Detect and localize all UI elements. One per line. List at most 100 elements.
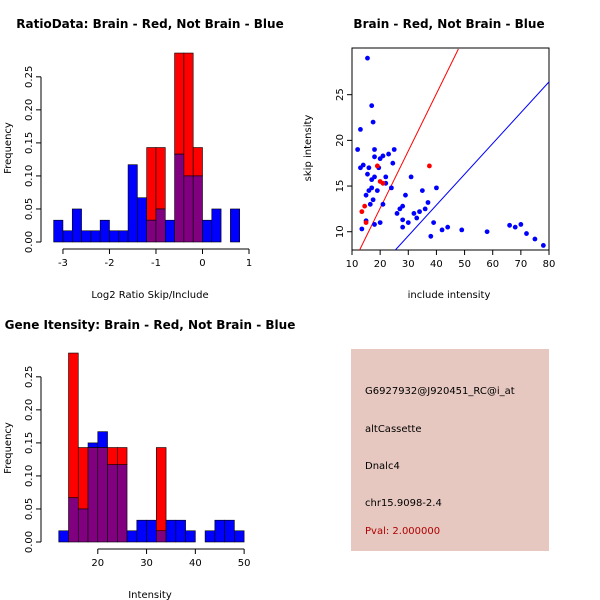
scatter-point-not-brain — [366, 165, 372, 171]
scatter-point-brain — [359, 209, 365, 215]
intensity-hist-bar-overlap — [107, 464, 118, 543]
ratio-hist-bar-not-brain — [81, 230, 92, 243]
ratio-hist-bar-overlap — [192, 175, 203, 243]
intensity-hist-bar-not-brain — [126, 530, 138, 543]
intensity-hist-bar-not-brain — [175, 519, 186, 543]
scatter-point-not-brain — [422, 206, 428, 212]
scatter-point-not-brain — [370, 119, 376, 125]
gene-name: Dnalc4 — [365, 461, 400, 472]
intensity-hist-bar-not-brain — [87, 442, 99, 448]
scatter-point-brain — [374, 163, 380, 169]
intensity-hist-bar-overlap — [77, 508, 89, 543]
ratio-hist-bar-not-brain — [137, 197, 147, 243]
intensity-hist-y-tick-label: 0.25 — [24, 366, 35, 388]
scatter-point-not-brain — [405, 220, 411, 225]
scatter-point-not-brain — [540, 243, 546, 248]
ratio-hist-bar-not-brain — [109, 230, 120, 243]
ratio-histogram-panel: RatioData: Brain - Red, Not Brain - Blue… — [3, 17, 284, 301]
scatter-fit-line-not-brain — [394, 81, 550, 251]
scatter-point-not-brain — [417, 209, 422, 215]
intensity-hist-x-tick-label: 20 — [91, 558, 104, 569]
scatter-fit-line-brain — [359, 48, 459, 251]
scatter-point-not-brain — [403, 192, 408, 198]
genomic-location: chr15.9098-2.4 — [365, 498, 442, 509]
ratio-hist-y-tick-label: 0.05 — [24, 198, 35, 220]
intensity-histogram-plot: 20 30 40 50 0.00 0.05 0.10 0.15 0.20 0.25 — [24, 352, 250, 569]
scatter-x-tick-label: 60 — [486, 259, 499, 270]
ratio-hist-bar-overlap — [155, 208, 166, 243]
scatter-point-not-brain — [374, 188, 380, 194]
ratio-hist-bar-not-brain — [62, 230, 73, 243]
intensity-hist-bar-not-brain — [136, 519, 147, 543]
intensity-histogram-title: Gene Itensity: Brain - Red, Not Brain - … — [5, 318, 296, 332]
ratio-hist-bar-not-brain — [71, 208, 82, 243]
ratio-hist-bar-brain — [183, 52, 194, 177]
intensity-hist-y-tick-label: 0.10 — [24, 465, 35, 487]
scatter-point-not-brain — [370, 197, 376, 203]
scatter-x-tick-label: 80 — [543, 259, 556, 270]
intensity-hist-bar-brain — [68, 352, 79, 499]
intensity-histogram-panel: Gene Itensity: Brain - Red, Not Brain - … — [3, 318, 295, 600]
scatter-point-not-brain — [358, 126, 363, 132]
scatter-point-not-brain — [391, 147, 397, 152]
scatter-point-not-brain — [524, 231, 529, 236]
scatter-point-not-brain — [367, 201, 373, 207]
intensity-hist-bar-not-brain — [146, 519, 157, 543]
scatter-point-not-brain — [383, 174, 389, 180]
intensity-hist-y-tick-label: 0.20 — [24, 399, 35, 421]
ratio-hist-x-tick-label: -2 — [104, 258, 114, 269]
scatter-point-not-brain — [484, 229, 490, 235]
scatter-point-not-brain — [411, 211, 417, 216]
ratio-histogram-xlabel: Log2 Ratio Skip/Include — [91, 290, 208, 301]
scatter-y-tick-label: 15 — [335, 180, 346, 193]
intensity-hist-bar-not-brain — [224, 519, 235, 543]
ratio-hist-y-tick-label: 0.15 — [24, 132, 35, 154]
ratio-hist-y-tick-label: 0.25 — [24, 66, 35, 88]
scatter-point-not-brain — [390, 160, 396, 166]
intensity-hist-bar-overlap — [68, 497, 79, 543]
scatter-panel: Brain - Red, Not Brain - Blue include in… — [303, 17, 555, 301]
ratio-hist-x-tick-label: 0 — [199, 258, 205, 269]
ratio-hist-bar-not-brain — [53, 219, 64, 243]
scatter-point-brain — [362, 203, 368, 209]
scatter-y-tick-label: 10 — [335, 225, 346, 238]
scatter-point-not-brain — [428, 233, 434, 239]
intensity-hist-x-tick-label: 30 — [140, 558, 153, 569]
scatter-point-not-brain — [372, 174, 377, 180]
scatter-point-not-brain — [532, 236, 538, 242]
scatter-x-tick-label: 30 — [402, 259, 415, 270]
scatter-point-not-brain — [359, 226, 365, 232]
scatter-point-not-brain — [355, 147, 361, 152]
intensity-hist-bar-not-brain — [214, 519, 225, 543]
intensity-histogram-xlabel: Intensity — [128, 590, 172, 600]
scatter-point-not-brain — [518, 222, 524, 227]
ratio-hist-bar-brain — [192, 147, 203, 177]
scatter-point-not-brain — [360, 162, 366, 168]
scatter-point-not-brain — [380, 201, 386, 207]
intensity-hist-bar-not-brain — [97, 431, 108, 448]
scatter-point-not-brain — [372, 147, 377, 152]
ratio-hist-bar-overlap — [146, 219, 157, 243]
scatter-point-not-brain — [439, 227, 445, 233]
ratio-histogram-title: RatioData: Brain - Red, Not Brain - Blue — [16, 17, 283, 31]
ratio-hist-bar-not-brain — [164, 219, 175, 243]
scatter-point-brain — [380, 180, 386, 186]
scatter-point-not-brain — [419, 188, 425, 194]
scatter-point-brain — [363, 220, 369, 225]
ratio-hist-y-tick-label: 0.00 — [24, 231, 35, 253]
scatter-ylabel: skip intensity — [303, 115, 314, 182]
scatter-point-brain — [426, 163, 432, 169]
ratio-hist-y-tick-label: 0.10 — [24, 165, 35, 187]
ratio-histogram-ylabel: Frequency — [3, 122, 14, 174]
scatter-point-not-brain — [507, 222, 512, 228]
scatter-point-not-brain — [400, 203, 406, 209]
intensity-hist-bar-overlap — [87, 447, 99, 543]
probe-id: G6927932@J920451_RC@i_at — [365, 386, 515, 397]
intensity-hist-bar-not-brain — [58, 530, 69, 543]
intensity-hist-y-tick-label: 0.15 — [24, 432, 35, 454]
scatter-y-tick-label: 20 — [335, 134, 346, 147]
intensity-hist-bar-not-brain — [185, 530, 196, 543]
intensity-histogram-ylabel: Frequency — [3, 422, 14, 474]
pval-text: Pval: 2.000000 — [365, 526, 441, 537]
ratio-hist-bar-brain — [146, 147, 157, 221]
